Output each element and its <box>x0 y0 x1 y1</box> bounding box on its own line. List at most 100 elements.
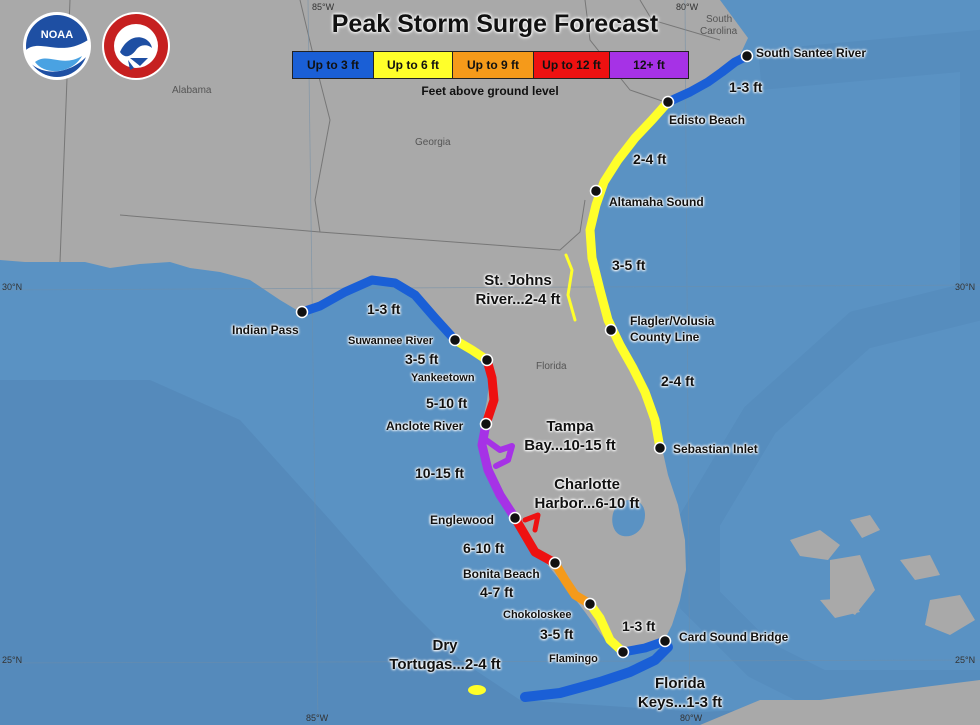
surge-nature: 5-10 ft <box>426 395 468 411</box>
state-south-carolina-1: South <box>706 14 733 25</box>
coord-85w-top: 85°W <box>312 2 335 12</box>
surge-sc: 1-3 ft <box>729 79 763 95</box>
marker-englewood <box>508 511 522 525</box>
label-south-santee: South Santee River <box>756 46 867 60</box>
state-alabama: Alabama <box>172 85 212 96</box>
marker-suwannee <box>448 333 462 347</box>
surge-keys-line2: Keys...1-3 ft <box>637 694 723 711</box>
surge-bonita: 4-7 ft <box>480 584 514 600</box>
marker-altamaha <box>589 184 603 198</box>
marker-flamingo <box>616 645 630 659</box>
label-edisto: Edisto Beach <box>669 113 746 127</box>
lake-okeechobee <box>612 499 645 537</box>
label-chokoloskee: Chokoloskee <box>503 609 572 621</box>
andros <box>830 555 875 615</box>
location-markers <box>295 49 754 659</box>
surge-pinellas: 10-15 ft <box>415 465 465 481</box>
marker-sebastian <box>653 441 667 455</box>
segment-bonita-orange <box>550 558 595 609</box>
shelf-east <box>680 29 980 710</box>
label-yankeetown: Yankeetown <box>411 372 475 384</box>
surge-dry-line2: Tortugas...2-4 ft <box>389 656 501 673</box>
label-flagler-1: Flagler/Volusia <box>630 314 715 328</box>
surge-keys: Florida Keys...1-3 ft <box>628 674 732 712</box>
label-suwannee: Suwannee River <box>348 335 433 347</box>
segment-keys-blue <box>520 642 673 702</box>
segment-everglades-yellow <box>585 599 628 657</box>
marker-card-sound <box>658 634 672 648</box>
label-englewood: Englewood <box>430 513 494 527</box>
surge-dry-line1: Dry <box>432 637 458 654</box>
surge-keys-line1: Florida <box>654 675 705 692</box>
surge-stjohns-line2: River...2-4 ft <box>475 291 561 308</box>
segment-charlotte-red <box>522 512 541 533</box>
surge-tampa-line2: Bay...10-15 ft <box>524 437 616 454</box>
surge-everglades: 3-5 ft <box>540 626 574 642</box>
label-bonita: Bonita Beach <box>463 567 540 581</box>
segment-tampa-purple <box>477 419 520 523</box>
coord-80w-bottom: 80°W <box>680 713 703 723</box>
bahamas <box>790 515 940 618</box>
surge-panhandle: 1-3 ft <box>367 301 401 317</box>
segment-nature-red <box>481 355 499 429</box>
surge-bigbend: 3-5 ft <box>405 351 439 367</box>
state-georgia: Georgia <box>415 137 451 148</box>
coord-25n-right: 25°N <box>955 655 976 665</box>
segment-bay-blue <box>618 636 670 657</box>
surge-tampa-line1: Tampa <box>546 418 594 435</box>
surge-dry-tortugas: Dry Tortugas...2-4 ft <box>380 636 510 674</box>
segment-ga-yellow <box>585 97 673 453</box>
marker-bonita <box>548 556 562 570</box>
label-flamingo: Flamingo <box>549 653 598 665</box>
marker-anclote <box>479 417 493 431</box>
continental-shelf <box>0 380 980 725</box>
surge-stjohns-line1: St. Johns <box>484 272 552 289</box>
surge-sw: 6-10 ft <box>463 540 505 556</box>
segment-stjohns-yellow <box>564 253 577 322</box>
cuba <box>700 680 980 725</box>
marker-south-santee <box>740 49 754 63</box>
coord-25n-left: 25°N <box>2 655 23 665</box>
legend-item-up-to-12: Up to 12 ft <box>534 52 610 78</box>
noaa-text: NOAA <box>41 29 73 41</box>
legend-item-12-plus: 12+ ft <box>610 52 688 78</box>
dry-tortugas-marker <box>468 685 486 695</box>
marker-yankeetown <box>480 353 494 367</box>
legend-note: Feet above ground level <box>421 84 559 98</box>
segment-sw-red <box>510 513 560 568</box>
label-altamaha: Altamaha Sound <box>609 195 704 209</box>
legend-item-up-to-3: Up to 3 ft <box>293 52 374 78</box>
coord-30n-left: 30°N <box>2 282 23 292</box>
label-sebastian: Sebastian Inlet <box>673 442 758 456</box>
coord-80w-top: 80°W <box>676 2 699 12</box>
east-islands <box>925 595 975 635</box>
surge-charlotte-line1: Charlotte <box>554 476 620 493</box>
segment-panhandle-blue <box>297 275 460 345</box>
map-title: Peak Storm Surge Forecast <box>331 10 659 38</box>
surge-ec-fl: 2-4 ft <box>661 373 695 389</box>
legend-item-up-to-9: Up to 9 ft <box>453 52 534 78</box>
surge-charlotte-line2: Harbor...6-10 ft <box>534 495 640 512</box>
surge-charlotte: Charlotte Harbor...6-10 ft <box>527 475 647 513</box>
nws-logo <box>102 12 170 80</box>
segment-sc-blue <box>663 51 752 107</box>
label-anclote: Anclote River <box>386 419 464 433</box>
coord-30n-right: 30°N <box>955 282 976 292</box>
noaa-logo: NOAA <box>23 12 91 80</box>
surge-ga: 2-4 ft <box>633 151 667 167</box>
mainland <box>0 0 748 654</box>
legend-item-up-to-6: Up to 6 ft <box>374 52 453 78</box>
label-flagler-2: County Line <box>630 330 700 344</box>
surge-segments <box>297 51 752 702</box>
marker-chokoloskee <box>583 597 597 611</box>
surge-stjohns: St. Johns River...2-4 ft <box>468 271 568 309</box>
surge-bay: 1-3 ft <box>622 618 656 634</box>
state-south-carolina-2: Carolina <box>700 26 738 37</box>
marker-flagler <box>604 323 618 337</box>
marker-indian-pass <box>295 305 309 319</box>
state-florida: Florida <box>536 361 567 372</box>
label-indian-pass: Indian Pass <box>232 323 299 337</box>
segment-tampa-bay-purple <box>483 437 515 469</box>
